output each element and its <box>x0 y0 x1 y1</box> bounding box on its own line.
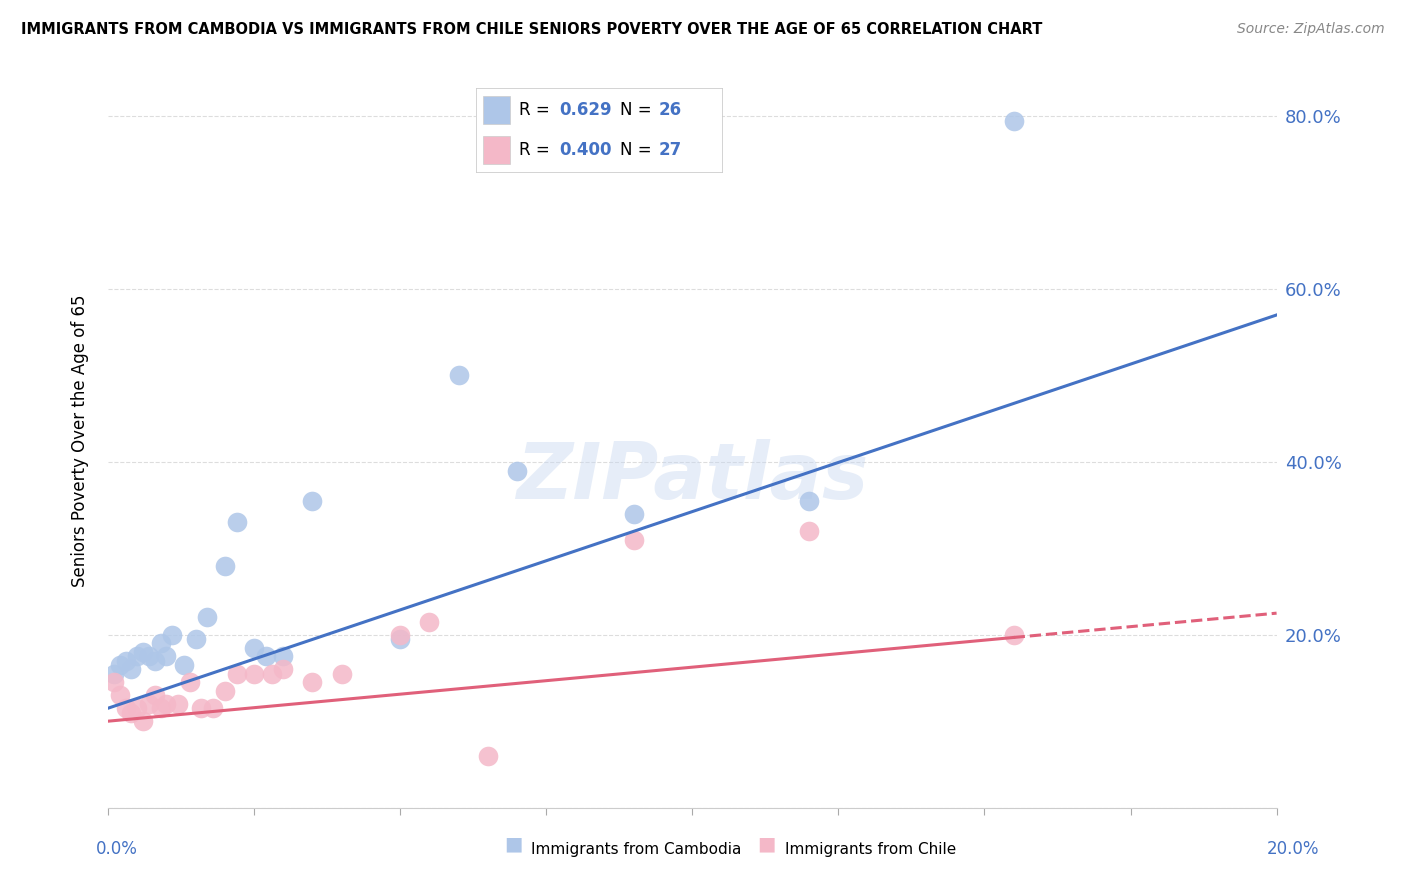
Point <box>103 666 125 681</box>
Point <box>301 675 323 690</box>
Point <box>143 688 166 702</box>
Point <box>120 662 142 676</box>
Point <box>389 632 412 646</box>
Point <box>623 507 645 521</box>
Point <box>477 748 499 763</box>
Point <box>103 675 125 690</box>
Text: ■: ■ <box>503 834 523 853</box>
Point <box>447 368 470 383</box>
Point <box>114 701 136 715</box>
Point <box>623 533 645 547</box>
Point <box>162 628 184 642</box>
Point <box>167 697 190 711</box>
Point <box>108 688 131 702</box>
Point <box>143 654 166 668</box>
Point <box>271 662 294 676</box>
Point <box>389 628 412 642</box>
Point <box>138 697 160 711</box>
Y-axis label: Seniors Poverty Over the Age of 65: Seniors Poverty Over the Age of 65 <box>72 294 89 587</box>
Point <box>195 610 218 624</box>
Text: IMMIGRANTS FROM CAMBODIA VS IMMIGRANTS FROM CHILE SENIORS POVERTY OVER THE AGE O: IMMIGRANTS FROM CAMBODIA VS IMMIGRANTS F… <box>21 22 1042 37</box>
Text: Immigrants from Chile: Immigrants from Chile <box>785 842 956 856</box>
Point <box>190 701 212 715</box>
Point <box>127 701 149 715</box>
Point <box>243 640 266 655</box>
Point <box>243 666 266 681</box>
Point <box>225 666 247 681</box>
Point <box>254 649 277 664</box>
Point <box>120 706 142 720</box>
Point <box>506 464 529 478</box>
Point <box>214 684 236 698</box>
Point <box>138 649 160 664</box>
Point <box>114 654 136 668</box>
Point <box>173 658 195 673</box>
Text: Source: ZipAtlas.com: Source: ZipAtlas.com <box>1237 22 1385 37</box>
Point <box>202 701 225 715</box>
Point <box>127 649 149 664</box>
Point <box>330 666 353 681</box>
Point <box>1002 628 1025 642</box>
Point <box>214 558 236 573</box>
Point <box>149 636 172 650</box>
Text: Immigrants from Cambodia: Immigrants from Cambodia <box>531 842 742 856</box>
Point <box>271 649 294 664</box>
Point <box>797 493 820 508</box>
Point <box>184 632 207 646</box>
Point <box>179 675 201 690</box>
Point <box>418 615 440 629</box>
Point <box>155 697 177 711</box>
Point <box>108 658 131 673</box>
Point <box>132 714 155 729</box>
Text: 0.0%: 0.0% <box>96 840 138 858</box>
Text: ZIPatlas: ZIPatlas <box>516 439 869 515</box>
Point <box>1002 113 1025 128</box>
Point <box>132 645 155 659</box>
Text: ■: ■ <box>756 834 776 853</box>
Text: 20.0%: 20.0% <box>1267 840 1319 858</box>
Point <box>155 649 177 664</box>
Point <box>149 701 172 715</box>
Point <box>797 524 820 538</box>
Point <box>301 493 323 508</box>
Point <box>260 666 283 681</box>
Point <box>225 516 247 530</box>
